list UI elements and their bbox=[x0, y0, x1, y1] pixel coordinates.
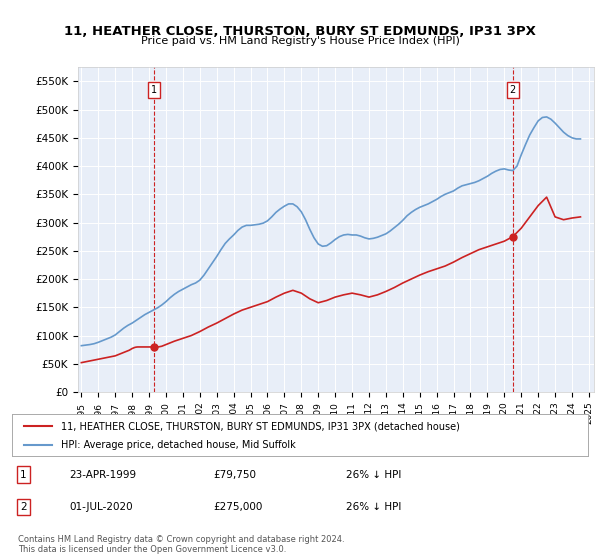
Text: 1: 1 bbox=[151, 85, 157, 95]
Text: £275,000: £275,000 bbox=[214, 502, 263, 512]
Text: 26% ↓ HPI: 26% ↓ HPI bbox=[346, 502, 401, 512]
Text: 2: 2 bbox=[509, 85, 516, 95]
Text: 11, HEATHER CLOSE, THURSTON, BURY ST EDMUNDS, IP31 3PX (detached house): 11, HEATHER CLOSE, THURSTON, BURY ST EDM… bbox=[61, 421, 460, 431]
Text: Contains HM Land Registry data © Crown copyright and database right 2024.
This d: Contains HM Land Registry data © Crown c… bbox=[18, 535, 344, 554]
Text: 11, HEATHER CLOSE, THURSTON, BURY ST EDMUNDS, IP31 3PX: 11, HEATHER CLOSE, THURSTON, BURY ST EDM… bbox=[64, 25, 536, 38]
Text: £79,750: £79,750 bbox=[214, 470, 257, 479]
Text: 26% ↓ HPI: 26% ↓ HPI bbox=[346, 470, 401, 479]
Text: 01-JUL-2020: 01-JUL-2020 bbox=[70, 502, 133, 512]
Text: HPI: Average price, detached house, Mid Suffolk: HPI: Average price, detached house, Mid … bbox=[61, 440, 296, 450]
Text: 2: 2 bbox=[20, 502, 27, 512]
Text: 23-APR-1999: 23-APR-1999 bbox=[70, 470, 137, 479]
Text: Price paid vs. HM Land Registry's House Price Index (HPI): Price paid vs. HM Land Registry's House … bbox=[140, 36, 460, 46]
Text: 1: 1 bbox=[20, 470, 27, 479]
